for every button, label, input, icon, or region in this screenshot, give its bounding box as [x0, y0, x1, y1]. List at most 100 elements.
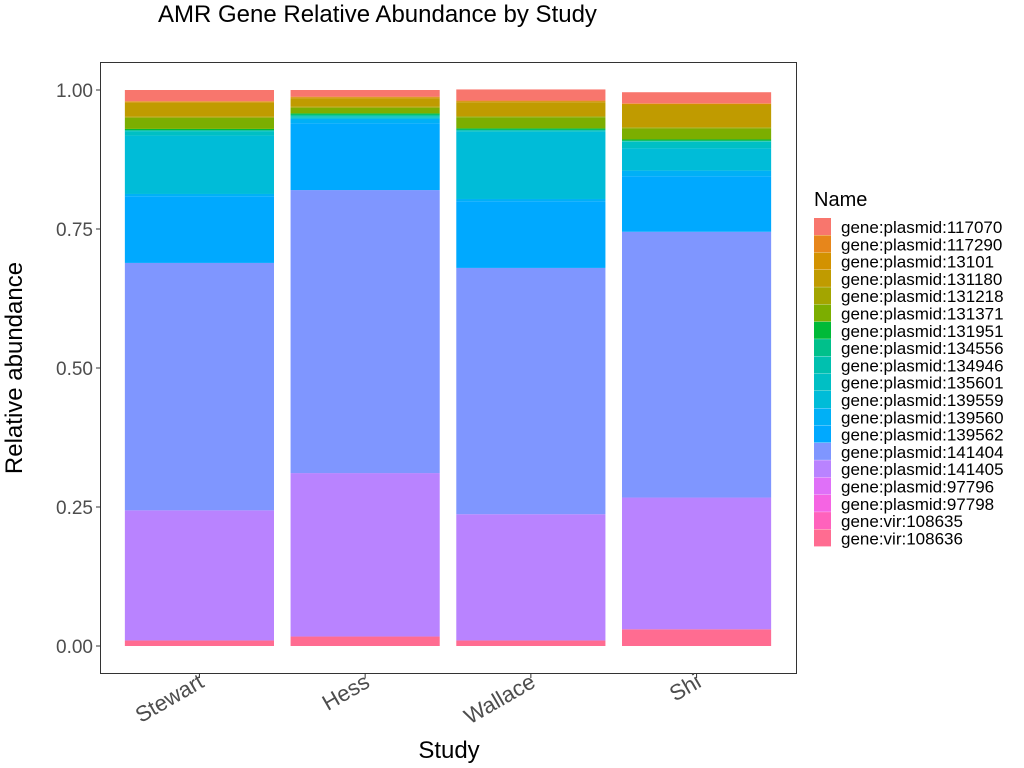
- bar-segment: [622, 92, 772, 104]
- plot-panel-border: [100, 62, 797, 674]
- bar-segment: [456, 198, 606, 202]
- bar-segment: [456, 100, 606, 102]
- y-tick-label: 0.75: [56, 220, 93, 241]
- y-tick-label: 0.50: [56, 359, 93, 380]
- bar-segment: [290, 115, 440, 117]
- bar-segment: [622, 105, 772, 128]
- legend-swatch: [814, 304, 831, 322]
- legend-swatch: [814, 408, 831, 426]
- bar-segment: [622, 231, 772, 498]
- bar-segment: [290, 117, 440, 119]
- bar-segment: [290, 113, 440, 115]
- bar-segment: [124, 101, 274, 103]
- bar-segment: [124, 135, 274, 194]
- bar-segment: [124, 117, 274, 129]
- bar-segment: [124, 193, 274, 197]
- legend-label: gene:plasmid:139560: [841, 408, 1004, 427]
- legend-swatch: [814, 356, 831, 374]
- bar-segment: [124, 131, 274, 136]
- y-axis-title: Relative abundance: [1, 262, 28, 474]
- bar-segment: [290, 98, 440, 107]
- legend-swatch: [814, 235, 831, 253]
- y-tick-label: 1.00: [56, 81, 93, 102]
- bar-segment: [124, 130, 274, 131]
- legend-label: gene:plasmid:141405: [841, 460, 1004, 479]
- x-tick-label: Shi: [665, 669, 705, 707]
- legend-label: gene:plasmid:135601: [841, 374, 1004, 393]
- y-tick-label: 0.25: [56, 498, 93, 519]
- legend-label: gene:plasmid:131180: [841, 270, 1002, 289]
- bar-segment: [456, 128, 606, 130]
- bar-segment: [622, 148, 772, 171]
- x-axis-title: Study: [418, 737, 479, 764]
- legend-label: gene:vir:108635: [841, 512, 963, 531]
- legend-swatch: [814, 512, 831, 530]
- legend-swatch: [814, 269, 831, 287]
- bar-segment: [124, 90, 274, 102]
- bar-segment: [622, 141, 772, 149]
- bar-segment: [124, 262, 274, 511]
- legend-label: gene:plasmid:97796: [841, 478, 994, 497]
- bar-segment: [456, 131, 606, 199]
- legend-label: gene:plasmid:131218: [841, 287, 1004, 306]
- legend-swatch: [814, 494, 831, 512]
- bar-segment: [290, 116, 440, 118]
- bar-segment: [622, 103, 772, 104]
- bar-segment: [290, 123, 440, 191]
- y-tick-label: 0.00: [56, 637, 93, 658]
- bar-segment: [124, 116, 274, 118]
- x-tick-label: Stewart: [131, 669, 208, 728]
- legend-swatch: [814, 460, 831, 478]
- bar-segment: [456, 102, 606, 117]
- bar-segment: [456, 640, 606, 646]
- bar-segment: [456, 89, 606, 101]
- legend-swatch: [814, 339, 831, 357]
- bar-segment: [124, 510, 274, 641]
- bar-segment: [456, 129, 606, 131]
- bar-segment: [290, 97, 440, 99]
- bar-segment: [290, 473, 440, 637]
- legend-title: Name: [814, 189, 867, 211]
- legend-swatch: [814, 442, 831, 460]
- x-axis: Stewart Hess Wallace Shi: [131, 669, 705, 729]
- bar-segment: [290, 106, 440, 108]
- legend: Name gene:plasmid:117070gene:plasmid:117…: [814, 189, 1004, 548]
- bar-segment: [290, 636, 440, 646]
- bar-segment: [622, 170, 772, 177]
- bar-segment: [456, 117, 606, 129]
- bar-segment: [290, 90, 440, 97]
- legend-swatch: [814, 373, 831, 391]
- legend-label: gene:plasmid:97798: [841, 495, 994, 514]
- legend-label: gene:plasmid:141404: [841, 443, 1004, 462]
- bar-segment: [124, 196, 274, 263]
- bar-segment: [290, 96, 440, 98]
- bar-segment: [456, 267, 606, 515]
- y-axis: 0.00 0.25 0.50 0.75 1.00: [56, 81, 100, 658]
- legend-label: gene:plasmid:131371: [841, 305, 1004, 324]
- chart-title: AMR Gene Relative Abundance by Study: [158, 1, 597, 28]
- bar-segment: [622, 141, 772, 142]
- bar-segment: [290, 190, 440, 474]
- legend-swatch: [814, 218, 831, 235]
- legend-swatch: [814, 252, 831, 270]
- bar-segment: [456, 130, 606, 131]
- legend-label: gene:plasmid:131951: [841, 322, 1004, 341]
- bar-segment: [124, 101, 274, 102]
- bar-segment: [456, 514, 606, 641]
- legend-swatch: [814, 529, 831, 547]
- bar-segment: [622, 140, 772, 142]
- bar-segment: [622, 176, 772, 232]
- legend-label: gene:vir:108636: [841, 529, 963, 548]
- bar-segment: [290, 114, 440, 116]
- bar-segment: [124, 640, 274, 646]
- legend-swatch: [814, 321, 831, 339]
- bar-segment: [622, 103, 772, 106]
- legend-swatch: [814, 287, 831, 305]
- bar-segment: [290, 118, 440, 124]
- bar-segment: [124, 102, 274, 117]
- legend-swatch: [814, 391, 831, 408]
- bar-segment: [622, 629, 772, 646]
- legend-label: gene:plasmid:139559: [841, 391, 1004, 410]
- bar-segment: [456, 116, 606, 118]
